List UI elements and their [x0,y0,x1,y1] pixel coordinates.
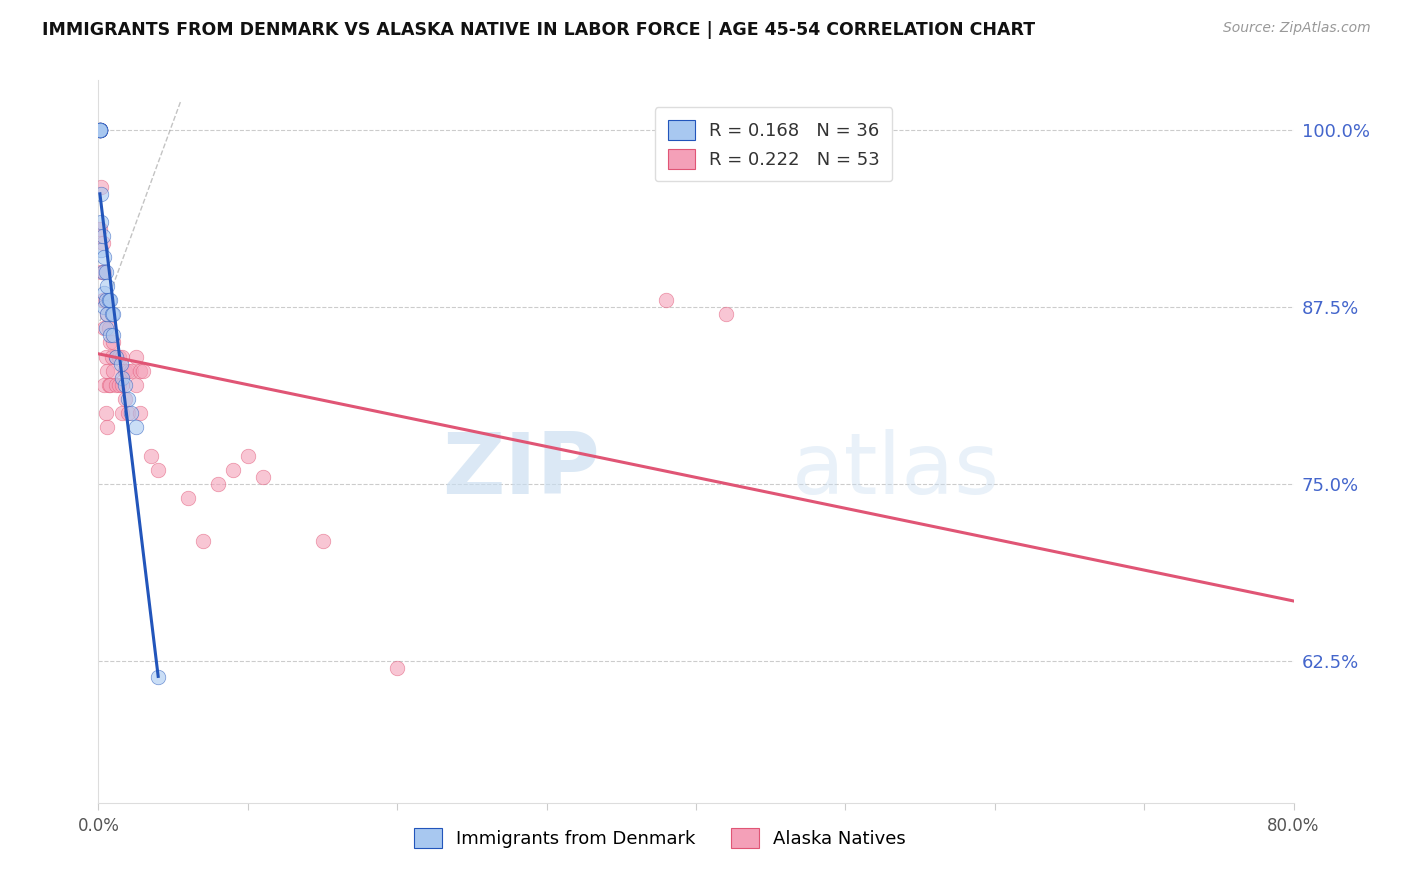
Point [108,377,131,392]
Point [89,123,111,137]
Point [97,377,120,392]
Point [101,350,124,364]
Point [91,236,114,251]
Point [114,377,136,392]
Point [117,392,139,406]
Point [96,307,118,321]
Point [89,123,111,137]
Point [111,350,134,364]
Point [125,350,148,364]
Point [177,491,200,506]
Point [97,293,120,307]
Point [90,186,112,201]
Point [96,278,118,293]
Point [90,264,112,278]
Point [94,293,117,307]
Point [93,321,115,335]
Point [105,377,128,392]
Point [111,377,134,392]
Point [129,406,152,420]
Point [94,293,117,307]
Point [148,463,170,477]
Point [89,123,111,137]
Point [114,364,136,378]
Point [96,307,118,321]
Point [96,364,118,378]
Point [98,335,122,350]
Point [129,364,152,378]
Text: Source: ZipAtlas.com: Source: ZipAtlas.com [1223,21,1371,35]
Point [89,123,111,137]
Point [103,364,125,378]
Legend: Immigrants from Denmark, Alaska Natives: Immigrants from Denmark, Alaska Natives [404,817,917,859]
Point [89,123,111,137]
Point [222,463,245,477]
Point [105,350,128,364]
Point [89,123,111,137]
Point [125,377,148,392]
Point [89,123,111,137]
Point [148,670,170,684]
Point [714,307,737,321]
Point [655,293,678,307]
Point [93,251,115,265]
Point [94,406,117,420]
Point [311,533,333,548]
Point [114,392,136,406]
Point [93,300,115,314]
Point [101,307,124,321]
Point [89,123,111,137]
Point [93,264,115,278]
Point [108,350,131,364]
Point [91,229,114,244]
Point [120,364,142,378]
Point [125,420,148,434]
Point [93,377,115,392]
Point [89,123,111,137]
Point [111,371,134,385]
Point [132,364,155,378]
Point [89,222,111,236]
Point [117,406,139,420]
Point [89,123,111,137]
Point [111,406,134,420]
Point [91,264,114,278]
Point [90,179,112,194]
Point [98,328,122,343]
Point [98,377,122,392]
Point [89,123,111,137]
Point [191,533,214,548]
Point [94,264,117,278]
Point [97,321,120,335]
Point [105,350,128,364]
Point [385,661,409,675]
Point [98,293,122,307]
Point [103,328,125,343]
Point [207,477,229,491]
Text: ZIP: ZIP [443,429,600,512]
Point [103,335,125,350]
Point [91,293,114,307]
Point [236,449,259,463]
Point [96,420,118,434]
Point [90,215,112,229]
Point [117,364,139,378]
Point [94,321,117,335]
Point [103,307,125,321]
Text: atlas: atlas [792,429,1000,512]
Point [94,350,117,364]
Point [90,244,112,258]
Point [93,285,115,300]
Text: IMMIGRANTS FROM DENMARK VS ALASKA NATIVE IN LABOR FORCE | AGE 45-54 CORRELATION : IMMIGRANTS FROM DENMARK VS ALASKA NATIVE… [42,21,1035,38]
Point [89,123,111,137]
Point [110,357,132,371]
Point [139,449,162,463]
Point [120,406,142,420]
Point [252,470,274,484]
